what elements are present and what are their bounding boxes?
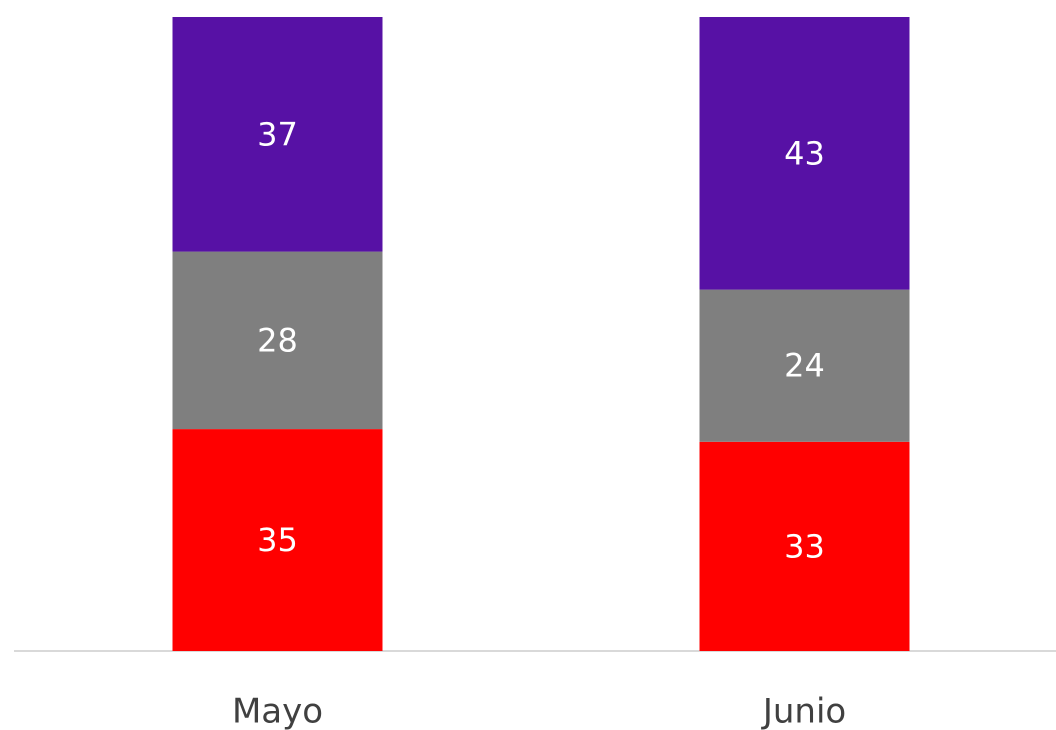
bar-segment bbox=[699, 17, 910, 290]
data-label: 33 bbox=[784, 527, 825, 565]
x-tick-label: Mayo bbox=[232, 692, 323, 730]
data-label: 24 bbox=[784, 347, 825, 385]
data-label: 37 bbox=[257, 115, 298, 153]
data-label: 35 bbox=[257, 521, 298, 559]
bar-segment bbox=[172, 17, 383, 252]
bar-segment bbox=[172, 429, 383, 651]
bar-segment bbox=[699, 441, 910, 651]
x-tick-label: Junio bbox=[761, 692, 846, 730]
data-label: 43 bbox=[784, 134, 825, 172]
bar-segment bbox=[172, 251, 383, 430]
data-label: 28 bbox=[257, 321, 298, 359]
bar-segment bbox=[699, 289, 910, 442]
